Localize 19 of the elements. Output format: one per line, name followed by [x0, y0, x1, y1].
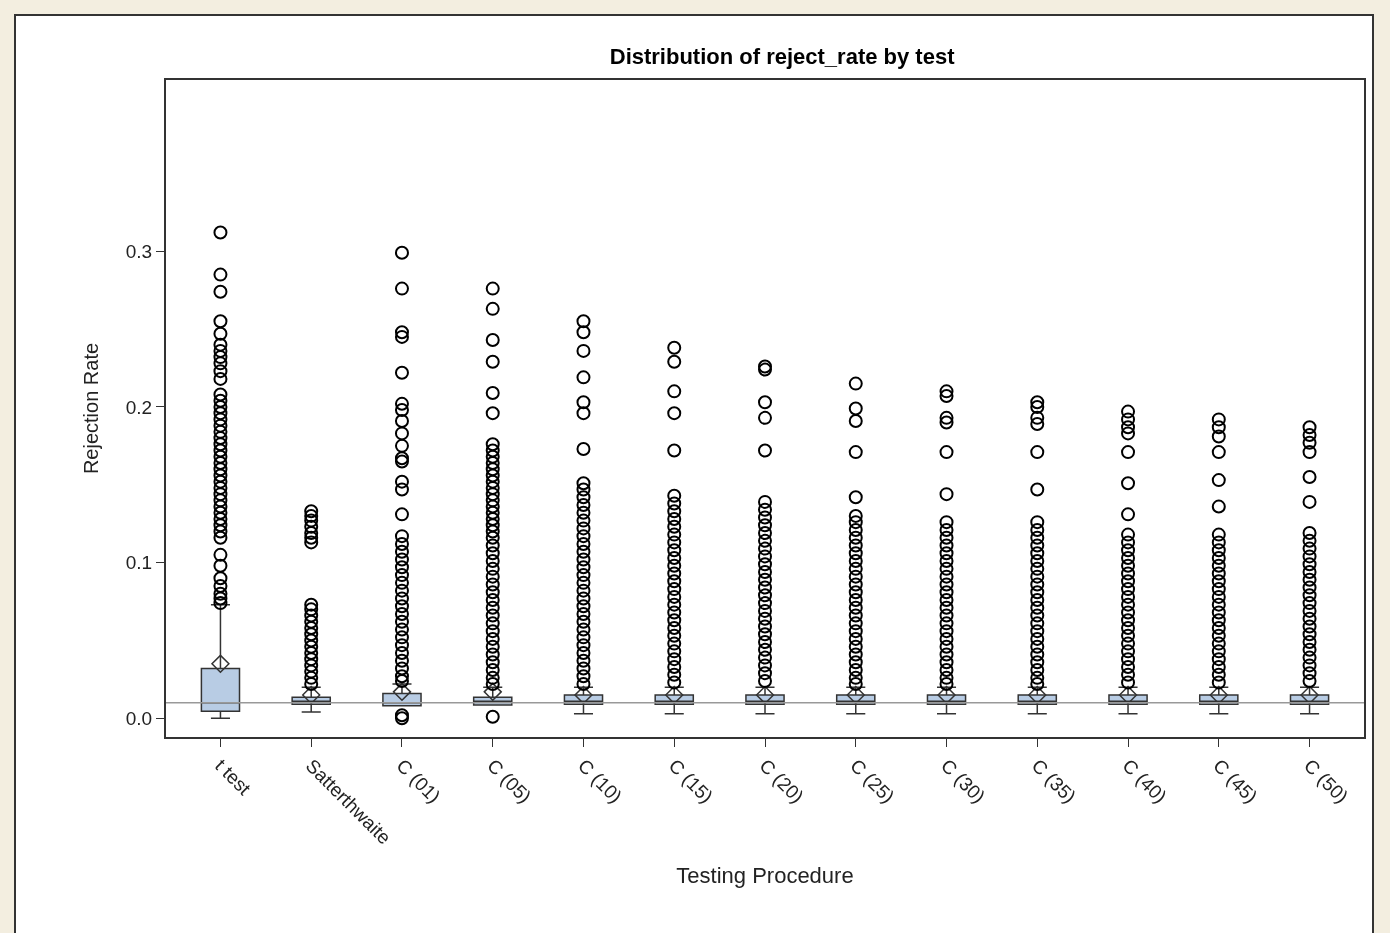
- x-tick-label: C (45): [1209, 755, 1262, 808]
- y-tick-label: 0.2: [125, 396, 153, 418]
- x-tick-label: C (10): [573, 755, 627, 808]
- x-tick-label: C (25): [846, 755, 899, 808]
- x-tick-label: C (20): [755, 755, 808, 808]
- x-tick-label: C (50): [1300, 755, 1353, 808]
- x-tick-label: C (05): [483, 755, 536, 808]
- chart-title: Distribution of reject_rate by test: [609, 43, 956, 69]
- y-axis-title: Rejection Rate: [79, 342, 102, 475]
- x-axis-title: Testing Procedure: [676, 862, 854, 888]
- x-tick-label: C (40): [1118, 755, 1171, 808]
- y-tick-label: 0.0: [125, 707, 153, 729]
- x-tick-label: t test: [210, 755, 256, 800]
- x-tick-label: C (30): [936, 755, 990, 808]
- y-tick-label: 0.1: [125, 552, 153, 574]
- y-tick-label: 0.3: [125, 240, 153, 262]
- x-tick-label: C (15): [664, 755, 717, 808]
- x-tick-label: C (01): [392, 755, 445, 808]
- x-tick-label: C (35): [1027, 755, 1080, 808]
